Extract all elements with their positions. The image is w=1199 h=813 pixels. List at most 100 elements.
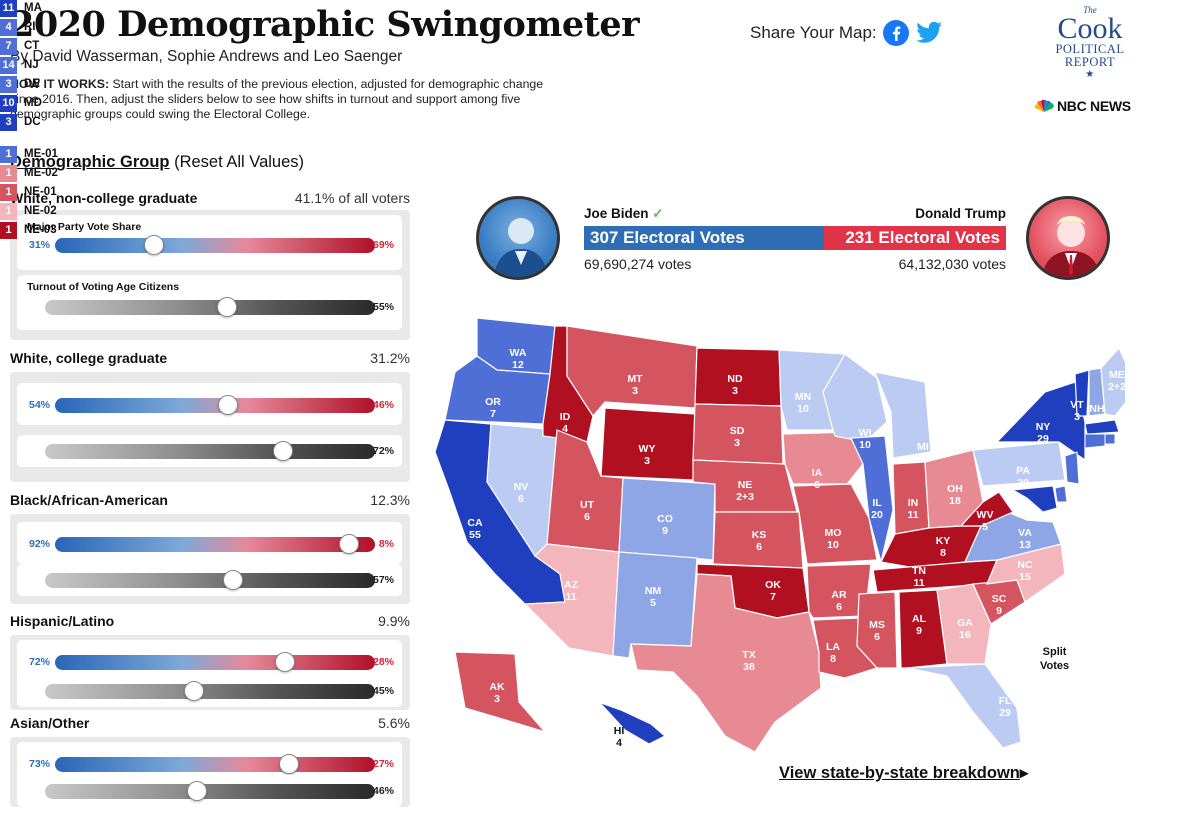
state-label-nm: NM bbox=[645, 585, 662, 597]
vote-share-slider-track[interactable] bbox=[55, 537, 375, 552]
legend-row-ne-03: 1 NE-03 bbox=[0, 221, 57, 239]
legend-row-ne-01: 1 NE-01 bbox=[0, 183, 57, 201]
state-ev-mo: 10 bbox=[827, 539, 839, 551]
reset-all-values-link[interactable]: (Reset All Values) bbox=[169, 153, 305, 171]
turnout-slider-handle[interactable] bbox=[186, 781, 207, 801]
legend-state-name: NE-03 bbox=[24, 224, 57, 236]
group-name: White, non-college graduate bbox=[10, 190, 198, 206]
state-vt[interactable] bbox=[1074, 369, 1090, 417]
turnout-value: 72% bbox=[372, 445, 394, 457]
group-voter-share: 41.1% of all voters bbox=[295, 190, 410, 206]
state-ms[interactable] bbox=[856, 591, 898, 669]
vote-share-card: 54% 46% bbox=[17, 383, 402, 425]
turnout-slider-handle[interactable] bbox=[223, 570, 244, 590]
state-ev-ky: 8 bbox=[940, 547, 946, 559]
state-wv[interactable] bbox=[959, 491, 1014, 527]
vote-share-slider-track[interactable] bbox=[55, 757, 375, 772]
twitter-icon[interactable] bbox=[915, 21, 943, 45]
arrow-right-icon: ▸ bbox=[1019, 764, 1029, 782]
state-mt[interactable] bbox=[566, 325, 698, 417]
turnout-slider-track[interactable] bbox=[45, 300, 375, 315]
state-ev-mi: 16 bbox=[917, 453, 929, 465]
group-slider-panel: 72% 28% 45% bbox=[10, 635, 410, 710]
vote-share-slider-handle[interactable] bbox=[339, 534, 360, 554]
state-label-hi: HI bbox=[614, 725, 625, 737]
state-mo[interactable] bbox=[792, 483, 878, 565]
state-md[interactable] bbox=[1011, 485, 1058, 513]
group-voter-share: 31.2% bbox=[370, 350, 410, 366]
view-state-breakdown-link[interactable]: View state-by-state breakdown▸ bbox=[779, 763, 1028, 783]
state-me[interactable] bbox=[1100, 346, 1125, 417]
state-label-ne: NE bbox=[738, 479, 753, 491]
legend-state-name: NE-02 bbox=[24, 205, 57, 217]
turnout-slider-track[interactable] bbox=[45, 444, 375, 459]
legend-row-ne-02: 1 NE-02 bbox=[0, 202, 57, 220]
biden-electoral-votes: 307 Electoral Votes bbox=[584, 226, 824, 250]
vote-share-slider-handle[interactable] bbox=[144, 235, 165, 255]
state-de[interactable] bbox=[1054, 485, 1068, 503]
vote-share-label: Major Party Vote Share bbox=[27, 221, 142, 233]
vote-share-slider-handle[interactable] bbox=[275, 652, 296, 672]
state-ev-mt: 3 bbox=[632, 385, 638, 397]
turnout-value: 46% bbox=[372, 785, 394, 797]
vote-share-card: Major Party Vote Share 31% 69% bbox=[17, 215, 402, 270]
state-pa[interactable] bbox=[972, 441, 1066, 487]
state-ev-wa: 12 bbox=[512, 359, 524, 371]
state-label-tx: TX bbox=[742, 649, 755, 661]
facebook-icon[interactable] bbox=[882, 20, 909, 46]
state-nj[interactable] bbox=[1064, 451, 1080, 485]
vote-share-slider-handle[interactable] bbox=[217, 395, 238, 415]
state-label-ak: AK bbox=[489, 681, 505, 693]
cook-logo-cook: Cook bbox=[1057, 12, 1123, 45]
state-ev-wv: 5 bbox=[982, 521, 988, 533]
legend-state-name: NE-01 bbox=[24, 186, 57, 198]
vote-share-slider-track[interactable] bbox=[55, 238, 375, 253]
state-ri[interactable] bbox=[1104, 433, 1116, 445]
turnout-slider-track[interactable] bbox=[45, 784, 375, 799]
state-ev-or: 7 bbox=[490, 408, 496, 420]
state-ev-sd: 3 bbox=[734, 437, 740, 449]
turnout-slider-track[interactable] bbox=[45, 573, 375, 588]
rep-vote-share: 69% bbox=[372, 239, 394, 251]
state-ga[interactable] bbox=[936, 583, 992, 665]
view-link-text[interactable]: View state-by-state breakdown bbox=[779, 764, 1020, 782]
state-label-mi: MI bbox=[917, 441, 929, 453]
state-label-ca: CA bbox=[467, 517, 483, 529]
state-ev-ga: 16 bbox=[959, 629, 971, 641]
state-label-mo: MO bbox=[825, 527, 842, 539]
nbc-news-logo: NBC NEWS bbox=[1034, 98, 1131, 114]
state-ar[interactable] bbox=[806, 563, 872, 619]
turnout-card: 72% bbox=[17, 435, 402, 467]
state-label-tn: TN bbox=[912, 565, 926, 577]
state-al[interactable] bbox=[898, 589, 948, 669]
turnout-slider-handle[interactable] bbox=[272, 441, 293, 461]
how-it-works: HOW IT WORKS: Start with the results of … bbox=[10, 77, 550, 122]
legend-row-ma: 11 MA bbox=[0, 0, 42, 17]
group-slider-panel: 54% 46% 72% bbox=[10, 372, 410, 482]
legend-ev-box: 1 bbox=[0, 145, 17, 163]
state-ct[interactable] bbox=[1084, 433, 1106, 449]
state-label-nv: NV bbox=[514, 481, 529, 493]
state-ak[interactable] bbox=[454, 651, 547, 734]
group-label: White, non-college graduate bbox=[10, 190, 197, 206]
share-label: Share Your Map: bbox=[750, 23, 877, 42]
state-ma[interactable] bbox=[1084, 419, 1120, 435]
turnout-slider-handle[interactable] bbox=[216, 297, 237, 317]
vote-share-slider-handle[interactable] bbox=[278, 754, 299, 774]
state-mi[interactable] bbox=[874, 371, 932, 459]
turnout-slider-handle[interactable] bbox=[183, 681, 204, 701]
state-ev-wi: 10 bbox=[859, 439, 871, 451]
vote-share-slider-track[interactable] bbox=[55, 655, 375, 670]
legend-ev-box: 1 bbox=[0, 202, 17, 220]
state-hi[interactable] bbox=[592, 699, 667, 745]
trump-photo bbox=[1026, 196, 1110, 280]
state-ny[interactable] bbox=[995, 381, 1086, 462]
state-ev-ms: 6 bbox=[874, 631, 880, 643]
state-fl[interactable] bbox=[906, 663, 1022, 749]
state-ev-vt: 3 bbox=[1074, 411, 1080, 423]
turnout-slider-track[interactable] bbox=[45, 684, 375, 699]
state-wi[interactable] bbox=[822, 353, 888, 443]
vote-share-slider-track[interactable] bbox=[55, 398, 375, 413]
state-ev-nd: 3 bbox=[732, 385, 738, 397]
state-ev-ok: 7 bbox=[770, 591, 776, 603]
